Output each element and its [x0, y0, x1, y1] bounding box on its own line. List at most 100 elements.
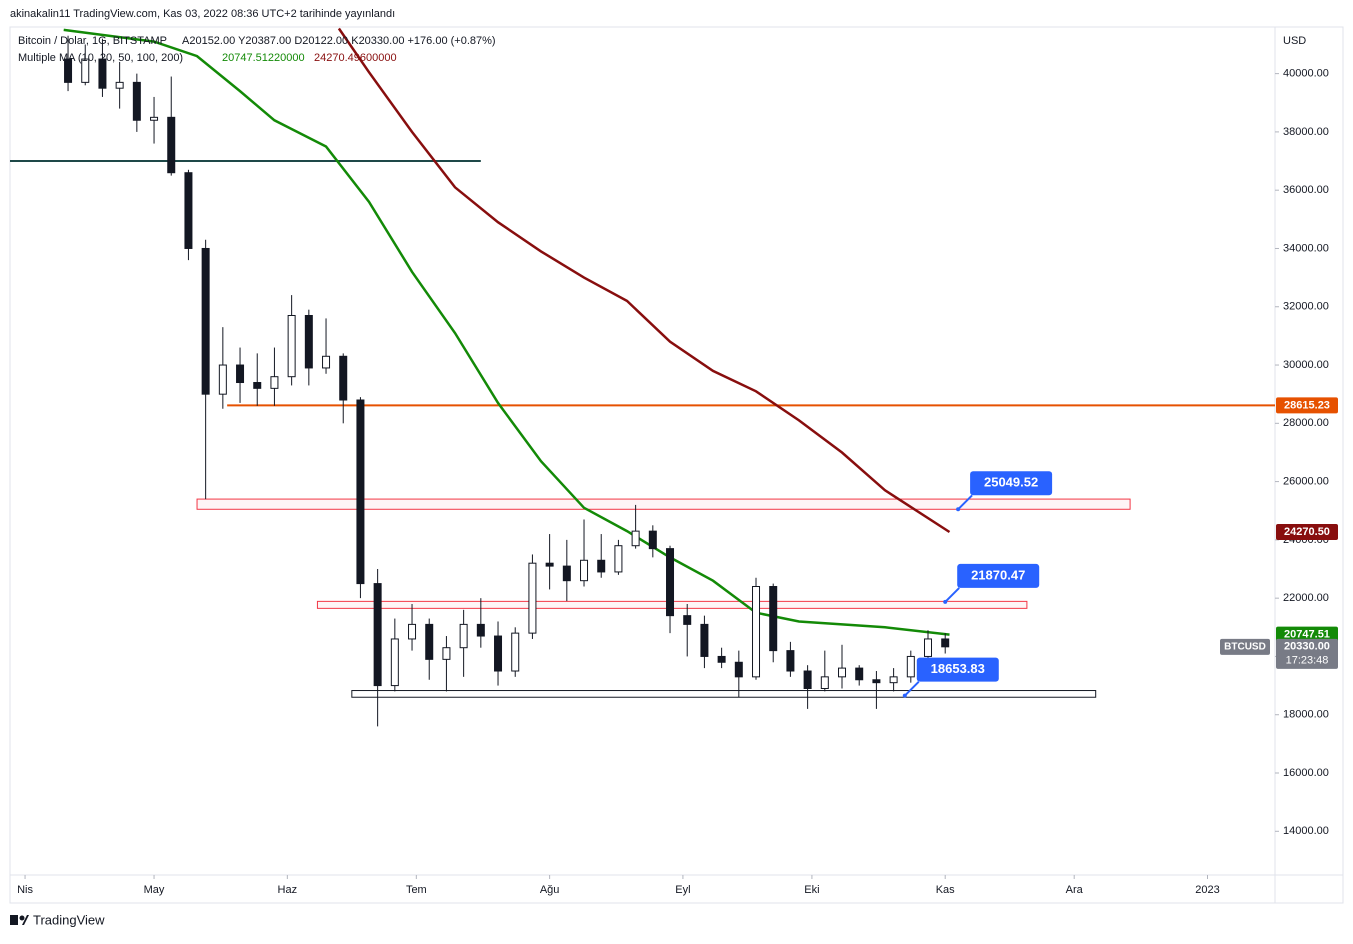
candle-body	[700, 623, 709, 657]
callout-pointer	[904, 680, 920, 697]
x-tick-label: Haz	[278, 884, 298, 896]
brand-logo	[10, 915, 29, 925]
candle-body	[580, 559, 589, 582]
candle-body	[889, 676, 898, 684]
candle-body	[236, 364, 245, 384]
candle-body	[373, 583, 382, 687]
callout-anchor	[956, 507, 961, 512]
last-price-label: 20330.00	[1284, 641, 1330, 653]
x-tick-label: 2023	[1195, 884, 1219, 896]
candle-body	[820, 676, 829, 689]
callout-label: 21870.47	[971, 567, 1025, 582]
price-tag-label: 20747.51	[1284, 629, 1330, 641]
candle-body	[631, 530, 640, 547]
ma-legend-value: 24270.49600000	[314, 52, 397, 64]
x-tick-label: Eki	[804, 884, 819, 896]
last-price-tag	[1276, 638, 1338, 669]
candle-body	[115, 81, 124, 89]
y-tick-label: 16000.00	[1283, 767, 1329, 779]
candle-body	[545, 562, 554, 567]
y-tick-label: 26000.00	[1283, 476, 1329, 488]
price-tag	[1276, 397, 1338, 414]
candle-body	[786, 650, 795, 672]
callout-label: 25049.52	[984, 475, 1038, 490]
candle-body	[597, 559, 606, 573]
moving-average	[63, 28, 950, 636]
candle-body	[64, 58, 73, 83]
ma-title: Multiple MA (10, 20, 50, 100, 200)	[18, 52, 183, 64]
x-tick-label: Ağu	[540, 884, 560, 896]
candle-body	[648, 530, 657, 550]
candle-body	[769, 586, 778, 652]
y-tick-label: 40000.00	[1283, 68, 1329, 80]
candle-body	[941, 638, 950, 648]
x-tick-label: Nis	[17, 884, 33, 896]
candle-body	[390, 638, 399, 687]
x-tick-label: Ara	[1066, 884, 1084, 896]
candle-body	[734, 661, 743, 678]
y-tick-label: 14000.00	[1283, 825, 1329, 837]
candle-body	[304, 314, 313, 369]
x-tick-label: Eyl	[675, 884, 690, 896]
candle-body	[442, 647, 451, 660]
callout-pointer	[957, 494, 973, 511]
callout-anchor	[902, 693, 907, 698]
candle-body	[459, 623, 468, 649]
candle-body	[253, 382, 262, 389]
candle-body	[511, 632, 520, 672]
ticker-tag	[1220, 638, 1270, 655]
brand: TradingView	[33, 912, 105, 927]
moving-average	[337, 27, 951, 534]
candle-body	[98, 58, 107, 89]
y-tick-label: 28000.00	[1283, 417, 1329, 429]
candle-body	[287, 314, 296, 378]
y-tick-label: 30000.00	[1283, 359, 1329, 371]
y-tick-label: 36000.00	[1283, 184, 1329, 196]
ma-legend-value: 20747.51220000	[222, 52, 305, 64]
ticker-tag-label: BTCUSD	[1224, 641, 1266, 652]
price-tag-label: 24270.50	[1284, 526, 1330, 538]
candle-body	[494, 635, 503, 672]
candle-body	[614, 545, 623, 573]
y-tick-label: 22000.00	[1283, 592, 1329, 604]
candle-body	[167, 116, 176, 174]
callout-box	[916, 657, 999, 682]
candle-body	[838, 667, 847, 678]
price-tag	[1276, 626, 1338, 643]
candle-body	[666, 548, 675, 617]
candle-body	[803, 670, 812, 689]
candle-body	[132, 81, 141, 121]
candle-body	[322, 355, 331, 369]
candle-body	[81, 58, 90, 83]
candle-body	[408, 623, 417, 640]
callout-box	[957, 563, 1040, 588]
y-tick-label: 38000.00	[1283, 126, 1329, 138]
symbol: Bitcoin / Dolar, 1G, BITSTAMP	[18, 35, 167, 47]
x-tick-label: Kas	[936, 884, 955, 896]
candle-body	[184, 172, 193, 249]
ohlc: A20152.00 Y20387.00 D20122.00 K20330.00 …	[182, 35, 496, 47]
zone	[351, 690, 1097, 698]
price-tag	[1276, 523, 1338, 540]
price-tag-label: 28615.23	[1284, 399, 1330, 411]
chart-frame	[9, 26, 1344, 904]
candle-body	[855, 667, 864, 681]
x-tick-label: Tem	[406, 884, 427, 896]
candle-body	[270, 376, 279, 389]
candle-body	[476, 623, 485, 637]
callout-anchor	[943, 599, 948, 604]
candle-body	[339, 355, 348, 401]
callout-box	[970, 471, 1053, 496]
candle-body	[528, 562, 537, 634]
currency: USD	[1283, 35, 1306, 47]
publisher: akinakalin11 TradingView.com, Kas 03, 20…	[10, 8, 395, 20]
countdown: 17:23:48	[1286, 655, 1329, 667]
candle-body	[717, 655, 726, 663]
candle-body	[752, 586, 761, 678]
candle-body	[356, 399, 365, 585]
callout-label: 18653.83	[931, 661, 985, 676]
y-tick-label: 18000.00	[1283, 709, 1329, 721]
candle-body	[150, 116, 159, 121]
y-tick-label: 32000.00	[1283, 301, 1329, 313]
